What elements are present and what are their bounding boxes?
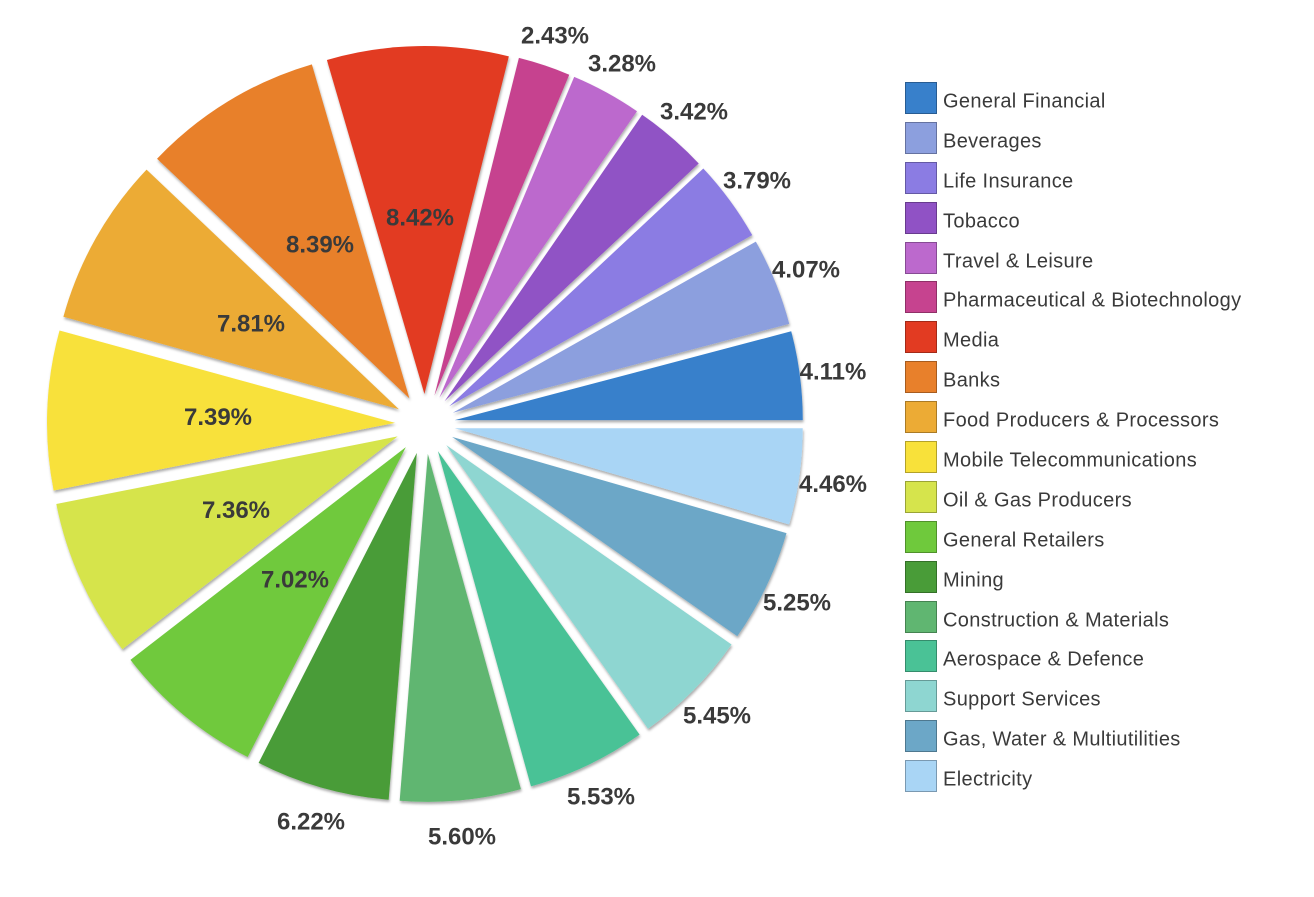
svg-text:6.22%: 6.22% bbox=[277, 809, 345, 836]
svg-text:4.11%: 4.11% bbox=[800, 359, 867, 386]
svg-text:3.79%: 3.79% bbox=[723, 168, 791, 195]
svg-text:7.02%: 7.02% bbox=[261, 567, 329, 594]
svg-text:7.81%: 7.81% bbox=[217, 311, 285, 338]
svg-text:5.25%: 5.25% bbox=[763, 590, 831, 617]
svg-text:3.42%: 3.42% bbox=[660, 99, 728, 126]
svg-text:5.60%: 5.60% bbox=[428, 824, 496, 851]
svg-text:4.46%: 4.46% bbox=[799, 471, 867, 498]
svg-text:3.28%: 3.28% bbox=[588, 51, 656, 78]
svg-text:2.43%: 2.43% bbox=[521, 23, 589, 50]
svg-text:8.42%: 8.42% bbox=[386, 205, 454, 232]
svg-text:5.45%: 5.45% bbox=[683, 703, 751, 730]
svg-text:7.39%: 7.39% bbox=[184, 404, 252, 431]
svg-text:5.53%: 5.53% bbox=[567, 784, 635, 811]
svg-text:4.07%: 4.07% bbox=[772, 257, 840, 284]
svg-text:7.36%: 7.36% bbox=[202, 497, 270, 524]
svg-text:8.39%: 8.39% bbox=[286, 232, 354, 259]
